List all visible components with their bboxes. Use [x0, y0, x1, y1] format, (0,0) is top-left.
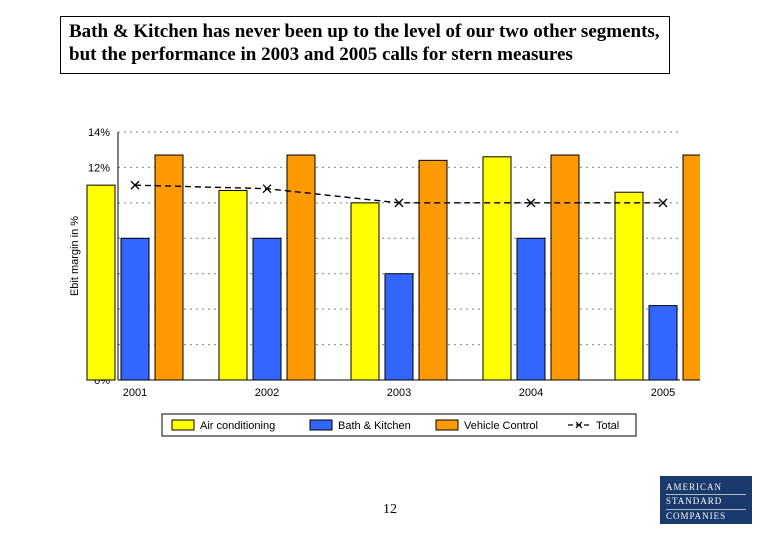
bar-air-conditioning	[351, 203, 379, 380]
company-logo: AMERICAN STANDARD COMPANIES	[660, 476, 752, 524]
bar-vehicle-control	[551, 155, 579, 380]
chart-svg: 0%2%4%6%8%10%12%14%Ebit margin in %20012…	[60, 122, 700, 452]
bar-bath-kitchen	[517, 238, 545, 380]
ebit-margin-chart: 0%2%4%6%8%10%12%14%Ebit margin in %20012…	[60, 122, 700, 452]
bar-vehicle-control	[155, 155, 183, 380]
x-tick-label: 2005	[651, 387, 675, 399]
bar-air-conditioning	[615, 192, 643, 380]
legend-swatch	[310, 420, 332, 430]
bar-vehicle-control	[287, 155, 315, 380]
x-tick-label: 2004	[519, 387, 543, 399]
bar-vehicle-control	[419, 160, 447, 380]
total-line	[135, 185, 663, 203]
x-tick-label: 2002	[255, 387, 279, 399]
legend-label: Air conditioning	[200, 420, 275, 432]
legend-swatch	[172, 420, 194, 430]
logo-line-1: AMERICAN	[666, 482, 746, 495]
bar-vehicle-control	[683, 155, 700, 380]
logo-line-2: STANDARD	[666, 496, 746, 509]
slide-title: Bath & Kitchen has never been up to the …	[69, 21, 660, 65]
logo-line-3: COMPANIES	[666, 511, 746, 523]
y-axis-label: Ebit margin in %	[69, 216, 81, 296]
y-tick-label: 12%	[88, 162, 110, 174]
legend-label: Vehicle Control	[464, 420, 538, 432]
bar-bath-kitchen	[649, 306, 677, 380]
y-tick-label: 14%	[88, 127, 110, 139]
bar-bath-kitchen	[253, 238, 281, 380]
page-number-value: 12	[383, 502, 397, 517]
slide: Bath & Kitchen has never been up to the …	[0, 0, 780, 540]
legend-label: Bath & Kitchen	[338, 420, 411, 432]
bar-air-conditioning	[219, 190, 247, 380]
title-box: Bath & Kitchen has never been up to the …	[60, 16, 670, 74]
bar-air-conditioning	[87, 185, 115, 380]
bar-air-conditioning	[483, 157, 511, 380]
x-tick-label: 2001	[123, 387, 147, 399]
bar-bath-kitchen	[385, 274, 413, 380]
legend-swatch	[436, 420, 458, 430]
x-tick-label: 2003	[387, 387, 411, 399]
bar-bath-kitchen	[121, 238, 149, 380]
legend-label: Total	[596, 420, 619, 432]
